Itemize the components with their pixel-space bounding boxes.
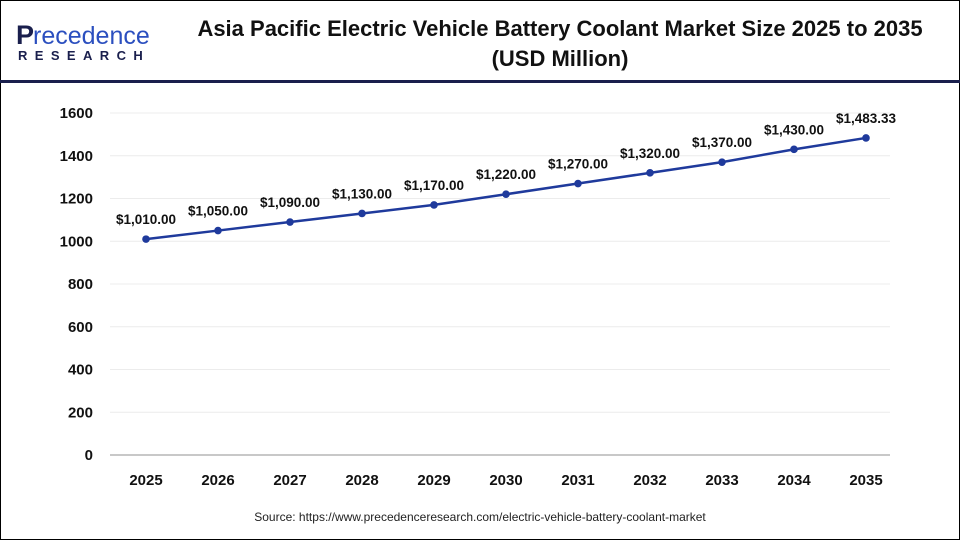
data-point	[574, 179, 582, 188]
data-label: $1,370.00	[692, 135, 752, 150]
data-point	[142, 235, 150, 243]
x-tick-label: 2025	[129, 472, 162, 489]
x-tick-label: 2032	[633, 472, 666, 489]
y-tick-label: 400	[68, 362, 93, 379]
data-point	[286, 218, 294, 226]
x-tick-label: 2026	[201, 472, 234, 489]
data-label: $1,170.00	[404, 178, 464, 193]
x-tick-label: 2028	[345, 472, 378, 489]
data-label: $1,050.00	[188, 204, 248, 219]
data-point	[862, 134, 870, 142]
data-label: $1,130.00	[332, 186, 392, 201]
y-tick-label: 600	[68, 319, 93, 336]
data-label: $1,320.00	[620, 146, 680, 161]
data-point	[790, 145, 798, 154]
chart-title: Asia Pacific Electric Vehicle Battery Co…	[165, 14, 955, 74]
y-tick-label: 1600	[60, 105, 93, 122]
data-point	[358, 209, 366, 218]
x-tick-label: 2034	[777, 472, 811, 489]
svg-text:RESEARCH: RESEARCH	[18, 48, 150, 63]
x-tick-label: 2031	[561, 472, 594, 489]
x-tick-label: 2033	[705, 472, 738, 489]
data-point	[502, 190, 510, 199]
data-label: $1,220.00	[476, 167, 536, 182]
series-line	[145, 136, 867, 241]
y-tick-label: 800	[68, 276, 93, 293]
data-label: $1,090.00	[260, 195, 320, 210]
header: P recedence RESEARCH Asia Pacific Electr…	[0, 0, 960, 83]
data-label: $1,270.00	[548, 157, 608, 172]
x-tick-label: 2029	[417, 472, 450, 489]
data-point	[214, 226, 222, 235]
title-line-1: Asia Pacific Electric Vehicle Battery Co…	[197, 16, 923, 41]
y-tick-label: 200	[68, 404, 93, 421]
svg-text:P: P	[16, 20, 34, 50]
x-tick-label: 2030	[489, 472, 522, 489]
y-tick-label: 0	[85, 447, 93, 464]
svg-text:recedence: recedence	[33, 22, 150, 50]
data-label: $1,430.00	[764, 122, 824, 137]
y-tick-label: 1400	[60, 148, 93, 165]
data-point	[646, 169, 654, 177]
data-point	[718, 158, 726, 166]
precedence-research-logo: P recedence RESEARCH	[16, 18, 156, 64]
y-tick-label: 1000	[60, 233, 93, 250]
data-point	[430, 201, 438, 209]
data-label: $1,010.00	[116, 212, 176, 227]
title-line-2: (USD Million)	[491, 46, 629, 71]
data-label: $1,483.33	[836, 111, 897, 126]
x-tick-label: 2035	[849, 472, 882, 489]
y-tick-label: 1200	[60, 191, 93, 208]
x-tick-label: 2027	[273, 472, 306, 489]
source-note: Source: https://www.precedenceresearch.c…	[254, 510, 706, 524]
